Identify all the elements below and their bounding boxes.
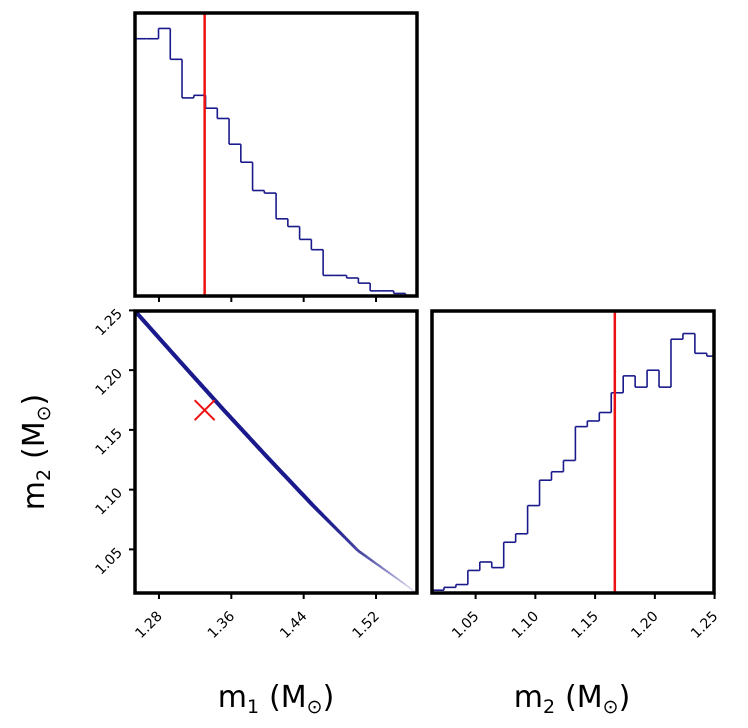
m2-histogram-x-tick-label: 1.15 bbox=[569, 609, 602, 642]
m2-histogram-panel: 1.05 1.10 1.15 1.20 1.25 m2 (M⊙) bbox=[430, 309, 721, 718]
y-label-unit-suffix: ) bbox=[17, 394, 52, 406]
scatter-sample-segment bbox=[401, 581, 406, 585]
m2-histogram-background bbox=[432, 311, 714, 593]
m1-histogram-background bbox=[135, 13, 417, 296]
m2-histogram-x-tick-label: 1.20 bbox=[628, 609, 661, 642]
scatter-sample-segment bbox=[405, 584, 410, 588]
scatter-x-tick-label: 1.52 bbox=[350, 609, 383, 642]
scatter-sample-segment bbox=[361, 552, 366, 557]
m1-histogram-frame bbox=[133, 11, 419, 298]
m2-histogram-x-tick-label: 1.10 bbox=[509, 609, 542, 642]
m2-histogram-frame bbox=[430, 309, 716, 595]
scatter-sample-segment bbox=[394, 576, 399, 580]
x-label-symbol: m bbox=[218, 680, 247, 715]
m1-m2-scatter-panel: 1.28 1.36 1.44 1.521.051.101.151.201.25 m1(… bbox=[17, 306, 419, 718]
x-label-unit-subscript: ⊙ bbox=[307, 696, 323, 718]
m2-histogram-x-tick-label: 1.05 bbox=[449, 609, 482, 642]
m2-label-unit-prefix: (M bbox=[565, 680, 603, 715]
scatter-sample-segment bbox=[393, 575, 397, 579]
scatter-sample-segment bbox=[373, 561, 378, 566]
scatter-sample-segment bbox=[371, 560, 376, 564]
scatter-sample-segment bbox=[400, 580, 404, 584]
scatter-sample-segment bbox=[398, 579, 403, 583]
m2-label-subscript: 2 bbox=[543, 696, 555, 718]
scatter-sample-segment bbox=[389, 572, 394, 577]
scatter-sample-segment bbox=[380, 566, 385, 571]
m2-label-symbol: m bbox=[514, 680, 543, 715]
scatter-y-tick-label: 1.20 bbox=[92, 366, 125, 399]
x-label-unit-prefix: (M bbox=[269, 680, 307, 715]
scatter-sample-segment bbox=[391, 574, 396, 578]
scatter-background bbox=[135, 311, 417, 593]
y-label-unit-subscript: ⊙ bbox=[33, 405, 55, 421]
scatter-sample-segment bbox=[410, 588, 415, 592]
scatter-frame bbox=[133, 309, 419, 595]
scatter-sample-segment bbox=[409, 587, 413, 591]
y-label-subscript: 2 bbox=[33, 469, 55, 481]
x-label-subscript: 1 bbox=[247, 696, 259, 718]
scatter-sample-segment bbox=[407, 585, 411, 589]
y-label-symbol: m bbox=[17, 481, 52, 510]
scatter-sample-segment bbox=[384, 569, 389, 573]
scatter-y-axis-label: m2 (M⊙) bbox=[17, 394, 55, 511]
scatter-y-tick-label: 1.05 bbox=[92, 545, 125, 578]
scatter-sample-segment bbox=[366, 556, 371, 561]
scatter-sample-segment bbox=[369, 558, 375, 563]
scatter-y-tick-label: 1.25 bbox=[92, 306, 125, 339]
m2-label-unit-subscript: ⊙ bbox=[603, 696, 619, 718]
y-label-unit-prefix: (M bbox=[17, 421, 52, 459]
scatter-sample-segment bbox=[378, 565, 383, 569]
m1-histogram-panel bbox=[133, 11, 419, 302]
scatter-sample-segment bbox=[396, 578, 401, 582]
x-label-unit-suffix: ) bbox=[323, 680, 335, 715]
scatter-sample-segment bbox=[368, 557, 373, 562]
scatter-sample-segment bbox=[382, 567, 387, 572]
scatter-sample-segment bbox=[385, 570, 390, 574]
truth-marker-stroke bbox=[193, 399, 216, 421]
scatter-y-tick-label: 1.15 bbox=[92, 425, 125, 458]
scatter-sample-segment bbox=[364, 554, 369, 559]
m2-histogram-x-tick-label: 1.25 bbox=[688, 609, 721, 642]
scatter-sample-segment bbox=[375, 562, 380, 567]
scatter-sample-segment bbox=[387, 571, 392, 575]
scatter-y-tick-label: 1.10 bbox=[92, 485, 125, 518]
scatter-x-tick-label: 1.44 bbox=[277, 608, 310, 641]
m2-histogram-x-axis-label: m2 (M⊙) bbox=[514, 680, 631, 718]
scatter-sample-segment bbox=[362, 553, 368, 558]
scatter-sample-segment bbox=[377, 563, 382, 568]
scatter-x-tick-label: 1.28 bbox=[132, 609, 165, 642]
scatter-x-tick-label: 1.36 bbox=[205, 608, 238, 641]
scatter-sample-segment bbox=[403, 583, 408, 587]
m2-label-unit-suffix: ) bbox=[619, 680, 631, 715]
scatter-x-axis-label: m1 (M⊙) bbox=[218, 680, 335, 718]
